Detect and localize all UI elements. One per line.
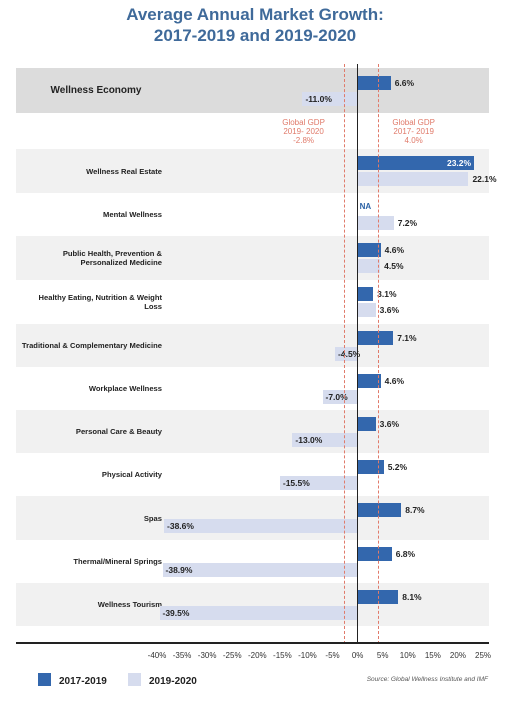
value-label-s2-wellness-economy: -11.0%	[305, 94, 332, 104]
gdp-label-2019-2020-line3: -2.8%	[293, 136, 315, 145]
legend-item-2017-2019: 2017-2019	[38, 671, 107, 689]
x-tick-label: -20%	[247, 651, 267, 660]
x-tick-label: -5%	[325, 651, 340, 660]
value-label-s2-wellness-tourism: -39.5%	[162, 608, 190, 618]
category-label-healthy-eating-nutrition-weight-loss: Healthy Eating, Nutrition & Weight Loss	[38, 293, 162, 311]
gdp-label-2019-2020: Global GDP 2019- 2020 -2.8%	[272, 118, 336, 145]
value-label-s2-mental-wellness: 7.2%	[397, 218, 418, 228]
bar-s1-traditional-complementary-medicine	[357, 331, 394, 345]
value-label-s2-spas: -38.6%	[167, 521, 194, 531]
bar-s1-personal-care-beauty	[357, 417, 376, 431]
row-background-personal-care-beauty	[16, 410, 489, 453]
value-label-s1-personal-care-beauty: 3.6%	[379, 419, 400, 429]
value-label-s1-spas: 8.7%	[405, 505, 425, 515]
bar-s2-wellness-tourism	[159, 606, 358, 620]
row-background-public-health-prevention-personalized-medicine	[16, 236, 489, 280]
value-label-s2-wellness-real-estate: 22.1%	[472, 174, 497, 184]
category-label-physical-activity: Physical Activity	[101, 470, 162, 479]
gdp-label-2017-2019: Global GDP 2017- 2019 4.0%	[384, 118, 444, 145]
value-label-s1-wellness-real-estate: 23.2%	[446, 158, 472, 168]
value-label-s1-traditional-complementary-medicine: 7.1%	[397, 333, 417, 343]
x-tick-label: -40%	[147, 651, 167, 660]
gdp-label-2017-2019-line3: 4.0%	[404, 136, 423, 145]
category-label-wellness-economy: Wellness Economy	[50, 85, 142, 96]
bar-s1-thermal-mineral-springs	[357, 547, 392, 561]
x-tick-label: -25%	[222, 651, 242, 660]
category-label-workplace-wellness: Workplace Wellness	[88, 384, 162, 393]
gdp-label-2017-2019-line2: 2017- 2019	[393, 127, 434, 136]
x-tick-label: 10%	[399, 651, 416, 660]
gdp-label-2017-2019-line1: Global GDP	[392, 118, 436, 127]
category-label-public-health-prevention-personalized-medicine: Public Health, Prevention & Personalized…	[62, 249, 162, 267]
row-background-traditional-complementary-medicine	[16, 324, 489, 367]
x-tick-label: -30%	[197, 651, 217, 660]
value-label-s2-public-health-prevention-personalized-medicine: 4.5%	[384, 261, 404, 271]
gdp-line-2019-2020	[343, 64, 345, 644]
value-label-s1-wellness-economy: 6.6%	[394, 78, 415, 88]
legend-swatch-2019-2020	[128, 673, 141, 687]
bar-s2-thermal-mineral-springs	[162, 563, 358, 577]
category-label-thermal-mineral-springs: Thermal/Mineral Springs	[73, 557, 162, 566]
bar-s2-mental-wellness	[357, 216, 394, 230]
zero-axis-line	[356, 64, 359, 644]
x-tick-label: -15%	[273, 651, 292, 660]
bar-s2-personal-care-beauty	[292, 433, 358, 447]
x-tick-label: 20%	[449, 651, 466, 660]
legend-swatch-2017-2019	[38, 673, 51, 687]
category-label-wellness-real-estate: Wellness Real Estate	[86, 166, 162, 176]
x-tick-label: 15%	[424, 651, 441, 660]
legend-label-2017-2019: 2017-2019	[59, 676, 107, 687]
value-label-s2-thermal-mineral-springs: -38.9%	[165, 565, 193, 575]
chart-title-line-2: 2017-2019 and 2019-2020	[153, 26, 357, 45]
x-tick-label: 0%	[351, 651, 364, 660]
bar-s2-wellness-real-estate	[357, 172, 469, 186]
legend-label-2019-2020: 2019-2020	[149, 676, 197, 687]
value-label-s1-public-health-prevention-personalized-medicine: 4.6%	[384, 245, 405, 255]
bar-s1-wellness-economy	[357, 76, 391, 90]
bar-s1-wellness-real-estate	[357, 156, 474, 170]
x-tick-label: 25%	[474, 651, 492, 660]
value-label-s2-workplace-wellness: -7.0%	[325, 392, 348, 402]
category-label-mental-wellness: Mental Wellness	[103, 210, 162, 219]
bar-s1-spas	[357, 503, 402, 517]
bar-s1-workplace-wellness	[357, 374, 381, 388]
x-tick-label: 5%	[376, 651, 389, 660]
category-label-traditional-complementary-medicine: Traditional & Complementary Medicine	[21, 341, 162, 350]
bar-s2-public-health-prevention-personalized-medicine	[357, 259, 381, 273]
category-label-personal-care-beauty: Personal Care & Beauty	[75, 427, 162, 436]
bar-chart: Wellness Economy 6.6% -11.0% Wellness Real …	[16, 64, 497, 664]
chart-title: Average Annual Market Growth: 2017-2019 …	[0, 4, 510, 46]
x-tick-label: -35%	[172, 651, 192, 660]
row-background-wellness-economy	[16, 68, 489, 113]
category-label-spas: Spas	[143, 513, 162, 523]
x-axis-line	[16, 642, 489, 644]
legend-item-2019-2020: 2019-2020	[128, 671, 197, 689]
value-label-s1-thermal-mineral-springs: 6.8%	[395, 549, 416, 559]
bar-s1-healthy-eating-nutrition-weight-loss	[357, 287, 374, 301]
bar-s2-traditional-complementary-medicine	[335, 347, 358, 361]
source-note: Source: Global Wellness Institute and IM…	[366, 676, 488, 683]
bar-s1-physical-activity	[357, 460, 384, 474]
category-label-wellness-tourism: Wellness Tourism	[97, 600, 162, 609]
value-label-s2-traditional-complementary-medicine: -4.5%	[338, 349, 361, 359]
gdp-label-2019-2020-line1: Global GDP	[282, 118, 325, 127]
value-label-s2-personal-care-beauty: -13.0%	[295, 435, 323, 445]
value-label-s1-workplace-wellness: 4.6%	[384, 376, 405, 386]
value-label-s2-healthy-eating-nutrition-weight-loss: 3.6%	[379, 305, 400, 315]
value-label-s1-physical-activity: 5.2%	[387, 462, 408, 472]
bar-s2-physical-activity	[279, 476, 358, 490]
chart-title-line-1: Average Annual Market Growth:	[126, 5, 384, 24]
gdp-label-2019-2020-line2: 2019- 2020	[283, 127, 324, 136]
value-label-s1-wellness-tourism: 8.1%	[402, 592, 422, 602]
bar-s2-spas	[164, 519, 358, 533]
value-label-s2-physical-activity: -15.5%	[282, 478, 310, 488]
x-tick-label: -10%	[298, 651, 317, 660]
na-label-mental-wellness: NA	[359, 202, 372, 211]
bar-s2-workplace-wellness	[322, 390, 358, 404]
value-label-s1-healthy-eating-nutrition-weight-loss: 3.1%	[377, 289, 397, 299]
gdp-line-2017-2019	[377, 64, 379, 644]
bar-s1-public-health-prevention-personalized-medicine	[357, 243, 381, 257]
bar-s2-healthy-eating-nutrition-weight-loss	[357, 303, 376, 317]
